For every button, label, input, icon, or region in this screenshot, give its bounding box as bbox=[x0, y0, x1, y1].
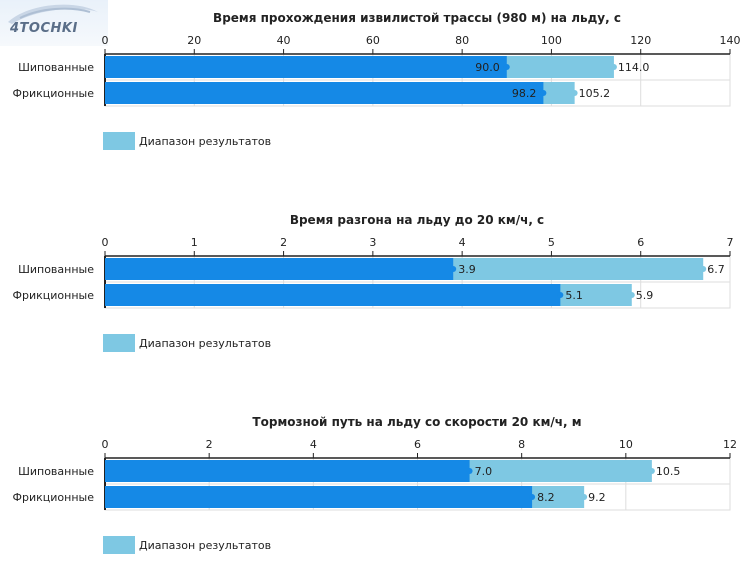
legend-swatch bbox=[103, 536, 135, 554]
bar-min bbox=[105, 82, 544, 104]
legend-label: Диапазон результатов bbox=[139, 135, 271, 148]
x-tick-label: 10 bbox=[619, 438, 633, 451]
x-tick-label: 1 bbox=[191, 236, 198, 249]
data-label-min: 98.2 bbox=[512, 87, 537, 100]
marker-min bbox=[557, 292, 564, 298]
marker-max bbox=[648, 468, 655, 474]
marker-min bbox=[529, 494, 536, 500]
bar-min bbox=[105, 460, 470, 482]
x-tick-label: 8 bbox=[518, 438, 525, 451]
data-label-min: 7.0 bbox=[475, 465, 493, 478]
data-label-min: 3.9 bbox=[458, 263, 476, 276]
x-tick-label: 0 bbox=[102, 236, 109, 249]
legend-label: Диапазон результатов bbox=[139, 337, 271, 350]
x-tick-label: 20 bbox=[187, 34, 201, 47]
data-label-max: 5.9 bbox=[636, 289, 654, 302]
marker-max bbox=[571, 90, 578, 96]
x-tick-label: 140 bbox=[720, 34, 741, 47]
logo-swoosh-icon bbox=[8, 4, 98, 24]
x-tick-label: 4 bbox=[459, 236, 466, 249]
bar-min bbox=[105, 258, 454, 280]
data-label-max: 9.2 bbox=[588, 491, 606, 504]
marker-min bbox=[540, 90, 547, 96]
data-label-max: 6.7 bbox=[707, 263, 725, 276]
category-label: Шипованные bbox=[18, 465, 94, 478]
x-tick-label: 3 bbox=[369, 236, 376, 249]
x-tick-label: 2 bbox=[280, 236, 287, 249]
x-tick-label: 120 bbox=[630, 34, 651, 47]
x-tick-label: 5 bbox=[548, 236, 555, 249]
x-tick-label: 100 bbox=[541, 34, 562, 47]
legend-swatch bbox=[103, 132, 135, 150]
marker-min bbox=[503, 64, 510, 70]
x-tick-label: 6 bbox=[637, 236, 644, 249]
category-label: Фрикционные bbox=[13, 491, 95, 504]
x-tick-label: 0 bbox=[102, 438, 109, 451]
x-tick-label: 7 bbox=[727, 236, 734, 249]
data-label-max: 10.5 bbox=[656, 465, 681, 478]
x-tick-label: 40 bbox=[277, 34, 291, 47]
category-label: Фрикционные bbox=[13, 87, 95, 100]
x-tick-label: 0 bbox=[102, 34, 109, 47]
data-label-max: 105.2 bbox=[579, 87, 611, 100]
marker-max bbox=[581, 494, 588, 500]
bar-min bbox=[105, 486, 533, 508]
data-label-min: 8.2 bbox=[537, 491, 555, 504]
chart-title: Время прохождения извилистой трассы (980… bbox=[213, 11, 621, 25]
marker-min bbox=[466, 468, 473, 474]
x-tick-label: 2 bbox=[206, 438, 213, 451]
marker-max bbox=[610, 64, 617, 70]
x-tick-label: 80 bbox=[455, 34, 469, 47]
legend-swatch bbox=[103, 334, 135, 352]
data-label-min: 5.1 bbox=[565, 289, 583, 302]
category-label: Фрикционные bbox=[13, 289, 95, 302]
chart-title: Тормозной путь на льду со скорости 20 км… bbox=[252, 415, 581, 429]
category-label: Шипованные bbox=[18, 61, 94, 74]
bar-min bbox=[105, 284, 561, 306]
legend-label: Диапазон результатов bbox=[139, 539, 271, 552]
marker-max bbox=[700, 266, 707, 272]
x-tick-label: 4 bbox=[310, 438, 317, 451]
logo-text: 4TOCHKI bbox=[10, 21, 78, 36]
marker-max bbox=[628, 292, 635, 298]
chart-title: Время разгона на льду до 20 км/ч, с bbox=[290, 213, 544, 227]
data-label-max: 114.0 bbox=[618, 61, 650, 74]
marker-min bbox=[450, 266, 457, 272]
data-label-min: 90.0 bbox=[475, 61, 500, 74]
x-tick-label: 6 bbox=[414, 438, 421, 451]
category-label: Шипованные bbox=[18, 263, 94, 276]
bar-min bbox=[105, 56, 507, 78]
x-tick-label: 12 bbox=[723, 438, 737, 451]
x-tick-label: 60 bbox=[366, 34, 380, 47]
site-logo: 4TOCHKI bbox=[0, 0, 108, 46]
